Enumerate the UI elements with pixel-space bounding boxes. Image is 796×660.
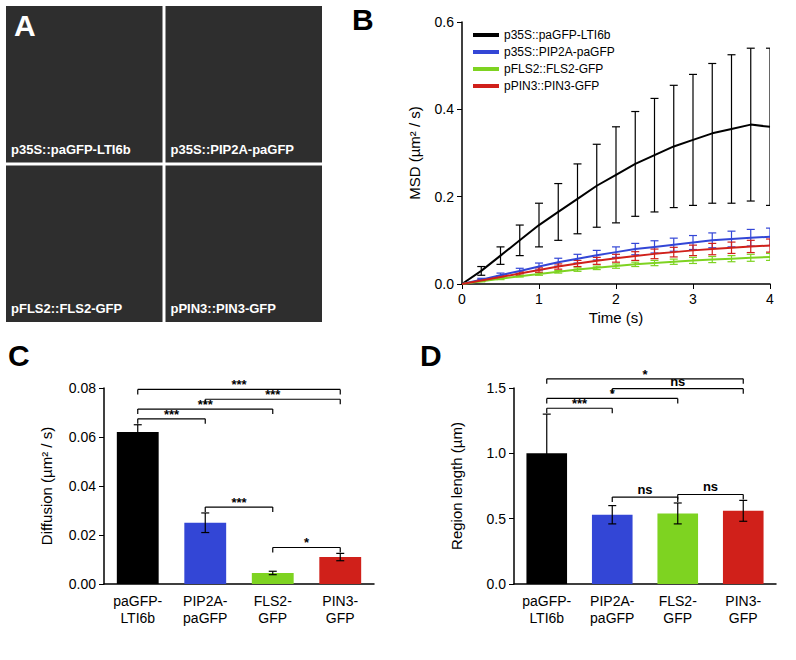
svg-text:***: ***: [231, 377, 247, 392]
svg-text:LTI6b: LTI6b: [120, 610, 155, 626]
svg-text:PIP2A-: PIP2A-: [590, 593, 635, 609]
svg-text:GFP: GFP: [729, 610, 758, 626]
svg-text:paGFP-: paGFP-: [522, 593, 571, 609]
svg-text:Region length (µm): Region length (µm): [448, 422, 465, 550]
svg-text:0.02: 0.02: [69, 527, 96, 543]
svg-text:GFP: GFP: [258, 610, 287, 626]
svg-text:4: 4: [766, 291, 774, 307]
svg-text:0.06: 0.06: [69, 429, 96, 445]
svg-text:1.0: 1.0: [487, 445, 507, 461]
svg-text:p35S::PIP2A-paGFP: p35S::PIP2A-paGFP: [504, 45, 615, 59]
svg-text:0.5: 0.5: [487, 511, 507, 527]
svg-text:p35S::paGFP-LTI6b: p35S::paGFP-LTI6b: [504, 28, 611, 42]
svg-text:***: ***: [231, 495, 247, 510]
svg-text:PIN3-: PIN3-: [725, 593, 761, 609]
svg-text:paGFP: paGFP: [183, 610, 227, 626]
svg-text:LTI6b: LTI6b: [529, 610, 564, 626]
svg-text:*: *: [304, 535, 310, 550]
svg-text:p35S::PIP2A-paGFP: p35S::PIP2A-paGFP: [171, 142, 295, 157]
svg-text:FLS2-: FLS2-: [659, 593, 697, 609]
svg-text:1.5: 1.5: [487, 380, 507, 396]
svg-text:***: ***: [265, 387, 281, 402]
svg-text:0.04: 0.04: [69, 478, 96, 494]
svg-text:p35S::paGFP-LTI6b: p35S::paGFP-LTI6b: [11, 142, 131, 157]
svg-text:0.2: 0.2: [435, 189, 455, 205]
svg-text:FLS2-: FLS2-: [254, 593, 292, 609]
svg-text:0.0: 0.0: [435, 276, 455, 292]
svg-text:0.00: 0.00: [69, 576, 96, 592]
svg-text:pPIN3::PIN3-GFP: pPIN3::PIN3-GFP: [171, 301, 277, 316]
svg-text:PIP2A-: PIP2A-: [183, 593, 228, 609]
svg-text:pPIN3::PIN3-GFP: pPIN3::PIN3-GFP: [504, 79, 599, 93]
svg-text:C: C: [8, 339, 30, 372]
svg-text:0.4: 0.4: [435, 101, 455, 117]
svg-text:0.6: 0.6: [435, 14, 455, 30]
svg-text:pFLS2::FLS2-GFP: pFLS2::FLS2-GFP: [11, 301, 123, 316]
svg-text:paGFP-: paGFP-: [113, 593, 162, 609]
svg-text:MSD (µm² / s): MSD (µm² / s): [406, 106, 423, 200]
svg-text:ns: ns: [670, 374, 685, 389]
svg-text:0.08: 0.08: [69, 380, 96, 396]
svg-text:D: D: [420, 339, 442, 372]
svg-text:0.0: 0.0: [487, 576, 507, 592]
svg-text:A: A: [14, 9, 36, 42]
svg-text:ns: ns: [703, 479, 718, 494]
svg-text:*: *: [642, 367, 648, 382]
svg-text:GFP: GFP: [663, 610, 692, 626]
svg-text:PIN3-: PIN3-: [322, 593, 358, 609]
svg-text:Diffusion (µm² / s): Diffusion (µm² / s): [38, 427, 55, 545]
svg-text:paGFP: paGFP: [590, 610, 634, 626]
svg-text:0: 0: [458, 291, 466, 307]
svg-text:GFP: GFP: [326, 610, 355, 626]
svg-text:2: 2: [612, 291, 620, 307]
svg-text:1: 1: [535, 291, 543, 307]
svg-text:B: B: [352, 3, 374, 36]
svg-text:pFLS2::FLS2-GFP: pFLS2::FLS2-GFP: [504, 62, 603, 76]
svg-text:Time (s): Time (s): [589, 309, 643, 326]
svg-text:ns: ns: [637, 482, 652, 497]
svg-text:3: 3: [689, 291, 697, 307]
